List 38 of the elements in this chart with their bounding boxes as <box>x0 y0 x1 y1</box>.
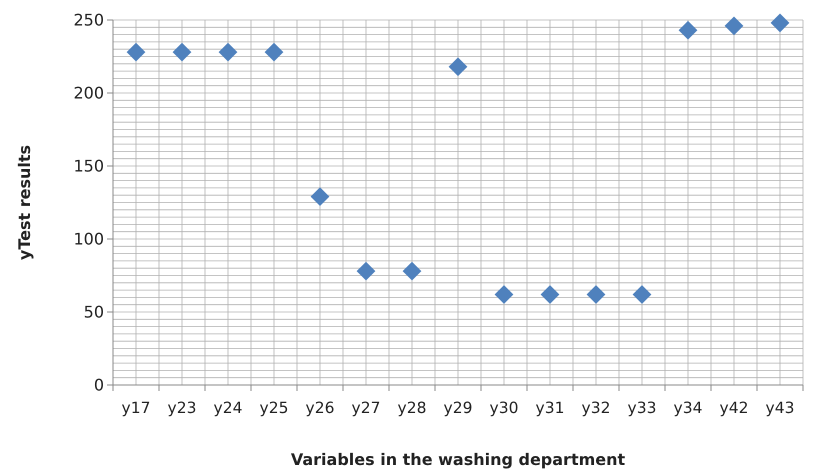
x-tick-label: y42 <box>720 399 748 417</box>
x-tick-label: y23 <box>168 399 196 417</box>
point <box>632 285 652 304</box>
point <box>310 187 330 206</box>
y-tick-label: 0 <box>94 376 104 395</box>
x-tick-label: y29 <box>444 399 472 417</box>
x-tick-label: y25 <box>260 399 288 417</box>
x-axis-title: Variables in the washing department <box>290 450 626 469</box>
point <box>218 42 238 62</box>
point <box>724 16 744 36</box>
point <box>586 285 606 304</box>
x-tick-label: y31 <box>536 399 564 417</box>
x-tick-label: y32 <box>582 399 610 417</box>
x-tick-label: y24 <box>214 399 242 417</box>
x-tick-label: y33 <box>628 399 656 417</box>
x-tick-label: y28 <box>398 399 426 417</box>
y-tick-label: 200 <box>73 84 104 103</box>
point <box>356 262 376 281</box>
point <box>678 20 698 40</box>
x-tick-label: y43 <box>766 399 794 417</box>
y-tick-label: 150 <box>73 156 104 176</box>
y-tick-label: 250 <box>73 10 104 30</box>
y-axis-title: yTest results <box>15 144 34 260</box>
point <box>172 42 192 62</box>
point <box>770 14 790 32</box>
point <box>494 285 514 304</box>
x-tick-label: y30 <box>490 399 518 417</box>
x-tick-label: y17 <box>122 399 150 417</box>
point <box>540 285 560 304</box>
x-tick-label: y34 <box>674 399 702 417</box>
point <box>448 57 468 76</box>
x-tick-label: y27 <box>352 399 380 417</box>
y-tick-label: 50 <box>84 302 104 322</box>
x-tick-label: y26 <box>306 399 334 417</box>
point <box>264 42 284 62</box>
y-tick-label: 100 <box>73 230 104 249</box>
point <box>126 42 146 62</box>
point <box>402 262 422 281</box>
